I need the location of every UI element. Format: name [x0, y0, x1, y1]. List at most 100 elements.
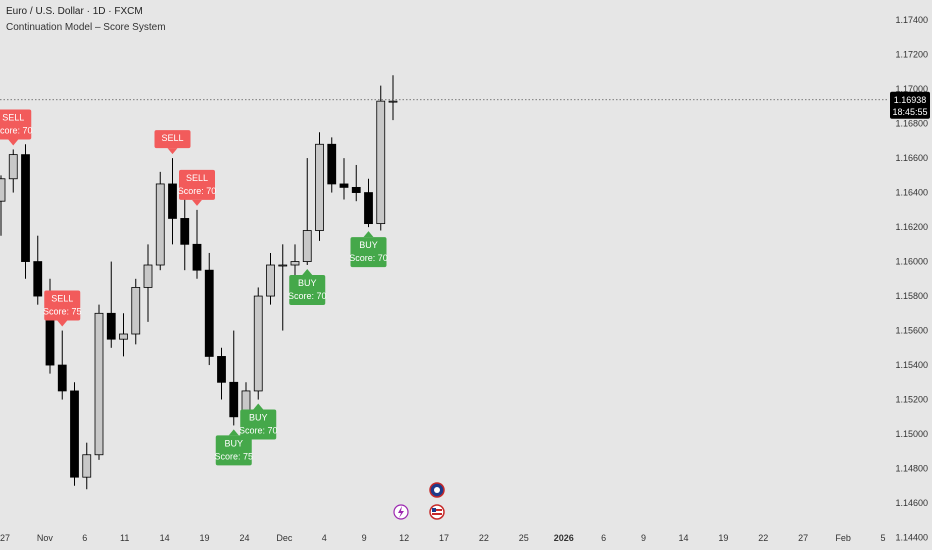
buy-label-box: [350, 237, 387, 268]
candle: [70, 382, 79, 486]
candle: [168, 158, 177, 245]
lightning-icon: [393, 504, 409, 520]
candle: [388, 75, 398, 121]
x-tick-label: 14: [678, 533, 688, 543]
candle: [217, 347, 226, 400]
candle-body-down: [21, 154, 30, 262]
buy-signal-label: BUY Score: 70: [349, 231, 388, 268]
last-price-tag: 1.16938 18:45:55: [890, 91, 930, 119]
buy-label-box: [289, 275, 326, 306]
candle: [253, 287, 263, 400]
candle-body-down: [229, 381, 239, 418]
x-tick-label: 11: [120, 533, 129, 543]
candle-body-up: [131, 287, 141, 335]
candle: [278, 244, 288, 331]
buy-signal-label: BUY Score: 70: [288, 269, 327, 306]
y-tick-label: 1.16000: [895, 257, 928, 267]
candle-body-down: [351, 186, 361, 193]
x-tick-label: 9: [641, 533, 646, 543]
y-tick-label: 1.17200: [895, 50, 928, 60]
sell-signal-label: SELL Score: 70: [0, 109, 33, 146]
x-tick-label: 4: [322, 533, 327, 543]
candle: [8, 149, 18, 193]
y-tick-label: 1.15400: [895, 360, 928, 370]
sell-label-box: [179, 169, 215, 200]
candle: [143, 244, 153, 322]
signal-type: SELL: [161, 133, 183, 143]
candle: [266, 252, 275, 305]
y-tick-label: 1.14400: [895, 533, 928, 543]
sell-label-pointer: [57, 320, 68, 327]
x-tick-label: 19: [200, 533, 210, 543]
chart-title: Euro / U.S. Dollar · 1D · FXCM: [6, 6, 143, 17]
x-tick-label: 6: [82, 533, 87, 543]
y-tick-label: 1.15800: [895, 291, 928, 301]
lightning-icon-bolt: [398, 506, 404, 518]
x-tick-label: 27: [798, 533, 808, 543]
us-flag-icon-stripe: [432, 513, 442, 515]
candle-body-up: [119, 333, 128, 340]
us-flag-icon-stripe: [432, 509, 442, 511]
x-tick-label: 14: [160, 533, 170, 543]
candle: [339, 158, 349, 200]
candle: [290, 244, 300, 279]
indicator-name: Continuation Model – Score System: [6, 22, 166, 33]
us-flag-icon: [429, 504, 445, 520]
candle: [229, 330, 239, 426]
signal-score: Score: 70: [0, 125, 33, 135]
x-tick-label: 17: [439, 533, 449, 543]
y-tick-label: 1.15200: [895, 395, 928, 405]
x-tick-label: Dec: [276, 533, 293, 543]
x-tick-label: Feb: [835, 533, 851, 543]
candle: [351, 164, 361, 202]
candle-body-down: [327, 143, 337, 185]
candle-body-up: [94, 312, 104, 456]
signal-score: Score: 70: [178, 186, 217, 196]
candle: [204, 252, 214, 366]
globe-flag-icon-center: [434, 487, 440, 493]
price-axis-panel: [888, 0, 932, 550]
last-price-tag-bg: [890, 91, 930, 119]
sell-signal-label: SELL: [154, 130, 191, 155]
x-tick-label: 5: [880, 533, 885, 543]
candle-body-down: [180, 218, 190, 245]
sell-label-pointer: [167, 148, 178, 155]
candle-body-up: [82, 454, 92, 478]
candle-body-down: [364, 192, 373, 225]
last-price-value: 1.16938: [894, 95, 927, 105]
candle-body-down: [106, 312, 116, 340]
signal-type: BUY: [298, 278, 317, 288]
candle-body-up: [290, 261, 300, 266]
x-tick-label: 24: [239, 533, 249, 543]
candle-body-down: [204, 269, 214, 357]
candle: [131, 278, 141, 345]
candle: [0, 175, 6, 236]
buy-signal-label: BUY Score: 70: [239, 403, 278, 440]
signal-type: SELL: [2, 112, 24, 122]
x-tick-label: 9: [362, 533, 367, 543]
y-tick-label: 1.16200: [895, 222, 928, 232]
x-tick-label: 12: [399, 533, 409, 543]
candle: [315, 132, 324, 241]
sell-label-box: [44, 290, 81, 321]
candle-body-up: [0, 178, 6, 202]
candle: [33, 235, 43, 305]
candle-body-down: [57, 364, 67, 392]
bar-countdown: 18:45:55: [892, 107, 927, 117]
y-tick-label: 1.14800: [895, 464, 928, 474]
x-tick-label: 2026: [554, 533, 574, 543]
candle: [155, 171, 165, 271]
signal-score: Score: 75: [214, 451, 253, 461]
signal-score: Score: 70: [288, 291, 327, 301]
event-icons: [393, 482, 445, 520]
buy-label-box: [240, 409, 277, 440]
candle: [57, 330, 67, 400]
candle-body-up: [155, 183, 165, 266]
candle: [106, 261, 116, 348]
x-tick-label: 6: [601, 533, 606, 543]
y-tick-label: 1.16400: [895, 188, 928, 198]
sell-signal-label: SELL Score: 70: [178, 169, 217, 206]
candle-body-up: [302, 230, 312, 262]
signal-type: BUY: [249, 413, 268, 423]
